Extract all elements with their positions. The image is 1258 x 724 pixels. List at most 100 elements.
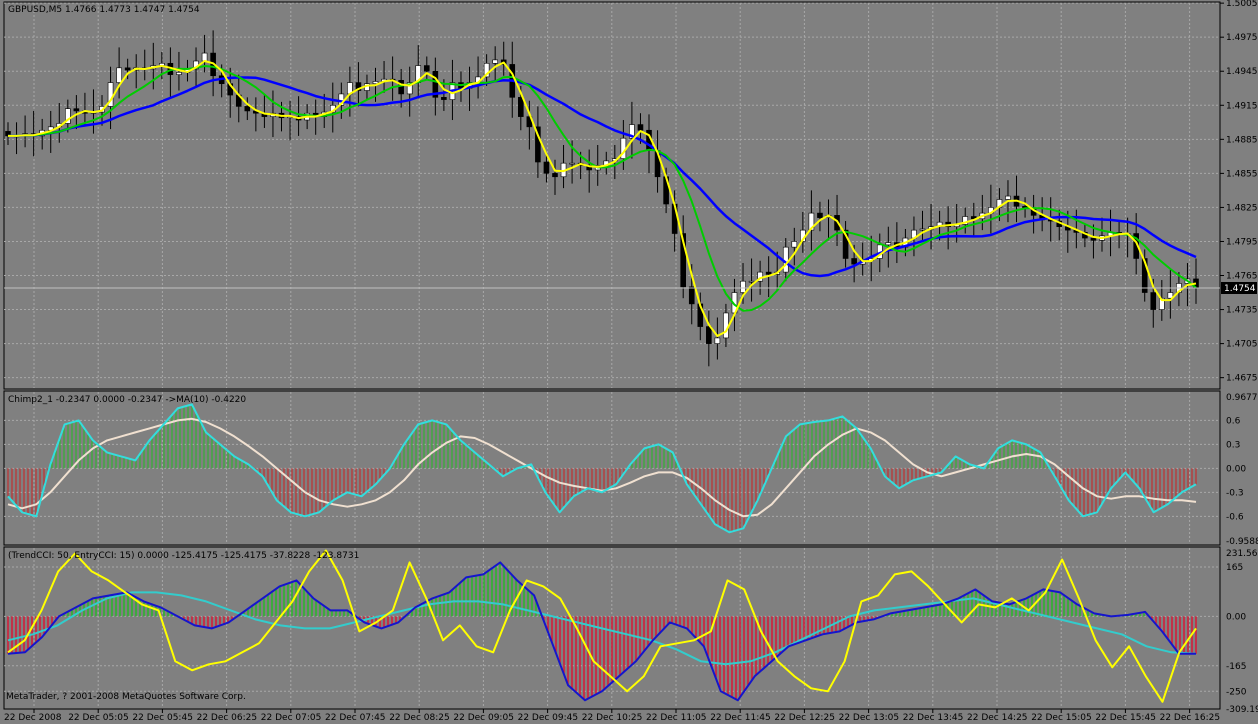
candle-body xyxy=(116,67,122,83)
candle-body xyxy=(1090,237,1097,241)
candle-body xyxy=(432,70,439,98)
candle-body xyxy=(1167,292,1174,299)
candle-body xyxy=(688,286,695,305)
candle-body xyxy=(791,241,798,248)
osc-axis-label: -0.9588 xyxy=(1226,537,1258,547)
ma-mid-line xyxy=(8,65,1197,312)
price-axis-label: 1.5005 xyxy=(1226,0,1258,9)
candle-body xyxy=(441,97,447,100)
candle-body xyxy=(1159,297,1165,310)
cci-header: (TrendCCI: 50, EntryCCI: 15) 0.0000 -125… xyxy=(8,551,359,561)
candle-body xyxy=(201,52,208,62)
candle-body xyxy=(1005,195,1011,200)
time-axis-label: 22 Dec 15:45 xyxy=(1095,713,1156,723)
time-axis-label: 22 Dec 11:05 xyxy=(646,713,707,723)
candle-body xyxy=(492,59,498,64)
osc-signal-line xyxy=(7,417,1197,518)
time-axis-label: 22 Dec 09:45 xyxy=(518,713,579,723)
candle-body xyxy=(535,126,541,163)
osc-main-line xyxy=(7,403,1197,534)
price-axis-label: 1.4945 xyxy=(1226,67,1258,77)
time-axis-label: 22 Dec 05:45 xyxy=(132,713,193,723)
candle-body xyxy=(723,312,729,339)
candle-body xyxy=(423,65,430,72)
candle-body xyxy=(637,124,644,131)
cci-axis-label: -309.195 xyxy=(1226,705,1258,715)
candle-body xyxy=(569,162,575,165)
trend-cci-line xyxy=(7,561,1196,702)
price-axis-label: 1.4855 xyxy=(1226,169,1258,179)
cci-axis-label: 231.569 xyxy=(1226,549,1258,559)
candle-body xyxy=(680,233,686,288)
candle-body xyxy=(817,212,823,218)
osc-axis-label: 0.3 xyxy=(1226,440,1240,450)
copyright-text: MetaTrader, ? 2001-2008 MetaQuotes Softw… xyxy=(6,692,246,702)
time-axis-label: 22 Dec 12:25 xyxy=(774,713,835,723)
candle-body xyxy=(842,229,849,259)
current-price-label: 1.4754 xyxy=(1224,284,1256,294)
candle-body xyxy=(970,216,977,220)
cci-axis-label: 165 xyxy=(1226,563,1243,573)
price-label-box xyxy=(1221,281,1257,294)
osc-axis-label: -0.3 xyxy=(1226,488,1244,498)
price-axis-label: 1.4885 xyxy=(1226,135,1258,145)
candle-body xyxy=(851,258,857,265)
time-axis-label: 22 Dec 16:25 xyxy=(1160,713,1221,723)
price-axis-label: 1.4975 xyxy=(1226,33,1258,43)
candle-body xyxy=(543,161,550,174)
price-axis-label: 1.4765 xyxy=(1226,272,1258,282)
time-axis-label: 22 Dec 14:25 xyxy=(967,713,1028,723)
price-axis-label: 1.4675 xyxy=(1226,374,1258,384)
price-axis-label: 1.4735 xyxy=(1226,306,1258,316)
osc-axis-label: 0.00 xyxy=(1226,464,1246,474)
time-axis-label: 22 Dec 15:05 xyxy=(1031,713,1092,723)
time-axis-label: 22 Dec 13:05 xyxy=(839,713,900,723)
time-axis-label: 22 Dec 13:45 xyxy=(903,713,964,723)
osc-header: Chimp2_1 -0.2347 0.0000 -0.2347 ->MA(10)… xyxy=(8,395,246,405)
candle-body xyxy=(65,108,71,124)
candle-body xyxy=(176,72,182,75)
entry-cci-line xyxy=(7,549,1197,703)
candle-body xyxy=(629,124,635,139)
candle-body xyxy=(518,97,524,117)
time-axis-label: 22 Dec 07:05 xyxy=(261,713,322,723)
candle-body xyxy=(748,280,755,283)
time-axis-label: 22 Dec 10:25 xyxy=(582,713,643,723)
candle-body xyxy=(706,326,712,344)
osc-axis-label: 0.6 xyxy=(1226,416,1241,426)
osc-axis-label: 0.9677 xyxy=(1226,393,1258,403)
candle-body xyxy=(740,280,746,293)
candle-body xyxy=(1141,258,1148,293)
candle-body xyxy=(919,228,926,231)
candle-body xyxy=(73,108,80,112)
main-header: GBPUSD,M5 1.4766 1.4773 1.4747 1.4754 xyxy=(8,5,200,15)
ma-slow-line xyxy=(8,76,1197,278)
candle-body xyxy=(714,337,721,344)
time-axis-label: 22 Dec 08:25 xyxy=(389,713,450,723)
candle-body xyxy=(372,81,379,85)
time-axis-label: 22 Dec 06:25 xyxy=(197,713,258,723)
candle-body xyxy=(552,173,558,178)
time-axis-label: 22 Dec 11:45 xyxy=(710,713,771,723)
price-axis-label: 1.4705 xyxy=(1226,340,1258,350)
candle-body xyxy=(355,82,362,91)
time-axis-label: 22 Dec 07:45 xyxy=(325,713,386,723)
candle-body xyxy=(483,62,490,78)
candle-body xyxy=(398,80,404,95)
osc-axis-label: -0.6 xyxy=(1226,512,1244,522)
candle-body xyxy=(962,216,969,225)
cci-axis-label: -250 xyxy=(1226,687,1247,697)
candle-body xyxy=(406,82,413,95)
cci-axis-label: -165 xyxy=(1226,662,1246,672)
price-axis-label: 1.4825 xyxy=(1226,203,1258,213)
candle-body xyxy=(124,67,131,71)
time-axis-label: 22 Dec 05:05 xyxy=(68,713,129,723)
candle-body xyxy=(1150,292,1157,310)
time-axis-label: 22 Dec 2008 xyxy=(4,713,62,723)
candle-body xyxy=(808,212,815,231)
candle-body xyxy=(885,242,892,246)
candle-body xyxy=(765,271,772,275)
ma-fast-line xyxy=(8,60,1197,337)
